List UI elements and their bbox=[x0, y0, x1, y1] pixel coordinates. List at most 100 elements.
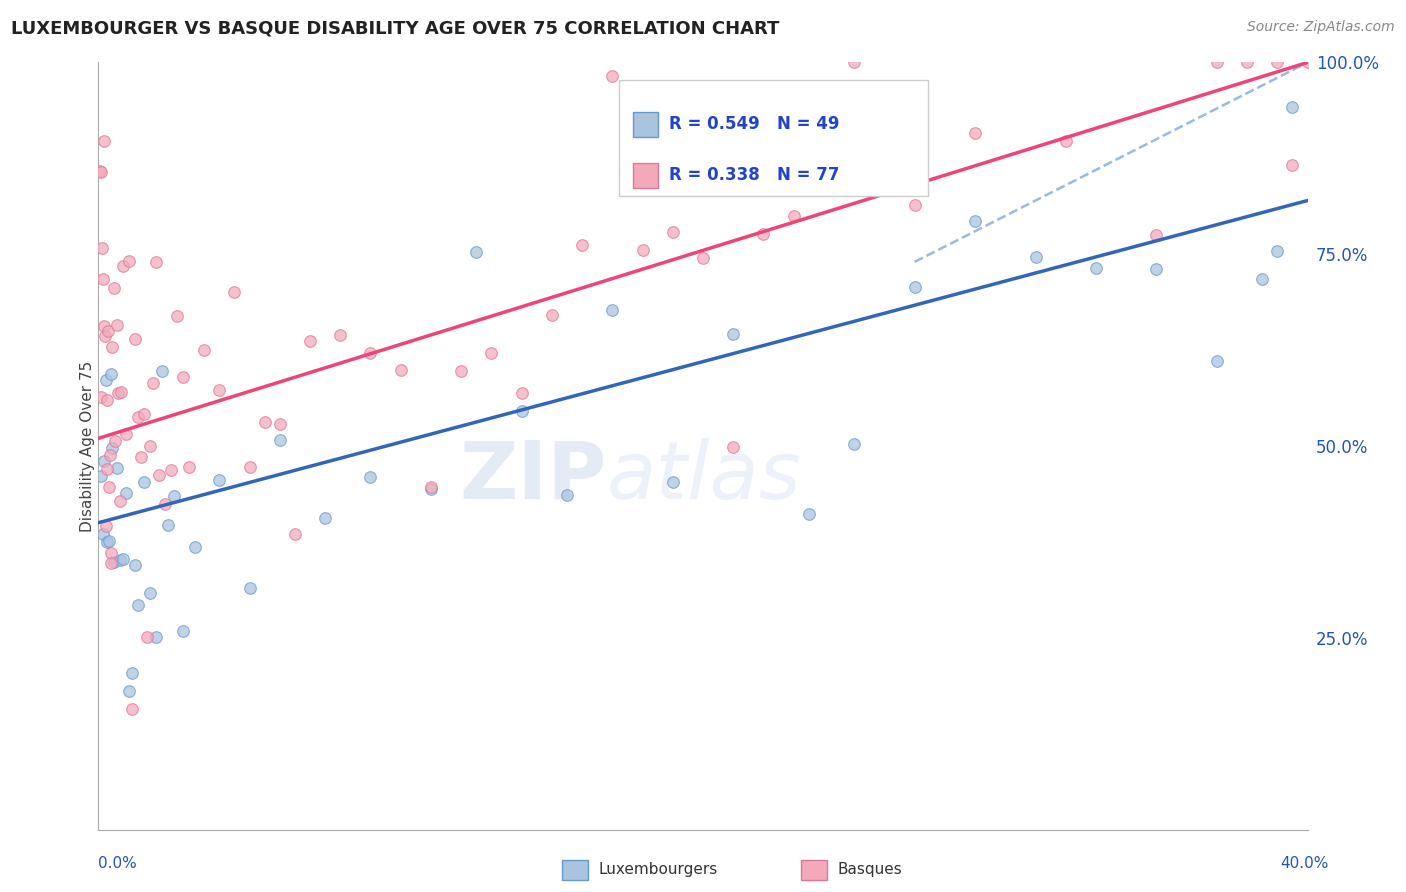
Point bbox=[97, 324, 120, 338]
Point bbox=[100, 367, 122, 381]
Point bbox=[101, 340, 124, 354]
Point bbox=[555, 488, 578, 502]
Point bbox=[118, 253, 141, 268]
Point bbox=[965, 127, 987, 141]
Point bbox=[1281, 100, 1303, 114]
Point bbox=[156, 518, 179, 533]
Point bbox=[107, 386, 129, 401]
Point bbox=[91, 241, 114, 255]
Point bbox=[510, 404, 533, 418]
Point bbox=[127, 409, 149, 424]
Point bbox=[93, 454, 115, 468]
Point bbox=[389, 362, 412, 376]
Point bbox=[904, 198, 927, 212]
Text: Basques: Basques bbox=[838, 863, 903, 877]
Point bbox=[94, 329, 117, 343]
Point bbox=[1267, 55, 1289, 70]
Point bbox=[93, 134, 115, 148]
Point bbox=[91, 527, 114, 541]
Text: ZIP: ZIP bbox=[458, 438, 606, 516]
Point bbox=[104, 434, 127, 448]
Point bbox=[1312, 202, 1334, 216]
Point bbox=[98, 534, 121, 549]
Y-axis label: Disability Age Over 75: Disability Age Over 75 bbox=[80, 360, 94, 532]
Point bbox=[510, 386, 533, 401]
Text: R = 0.549   N = 49: R = 0.549 N = 49 bbox=[669, 115, 839, 133]
Point bbox=[96, 534, 118, 549]
Point bbox=[723, 327, 745, 342]
Text: R = 0.338   N = 77: R = 0.338 N = 77 bbox=[669, 167, 839, 185]
Point bbox=[98, 479, 121, 493]
Point bbox=[111, 259, 134, 273]
Point bbox=[124, 558, 146, 572]
Point bbox=[100, 546, 122, 560]
Point bbox=[752, 227, 775, 242]
Point bbox=[124, 332, 146, 346]
Point bbox=[450, 364, 472, 378]
Point bbox=[108, 494, 131, 508]
Point bbox=[135, 630, 157, 644]
Point bbox=[160, 463, 183, 477]
Point bbox=[797, 507, 820, 521]
Point bbox=[139, 585, 162, 599]
Point bbox=[114, 486, 136, 500]
Point bbox=[465, 244, 488, 259]
Point bbox=[105, 318, 128, 332]
Point bbox=[329, 328, 352, 343]
Point bbox=[602, 303, 624, 318]
Point bbox=[420, 480, 443, 494]
Point bbox=[253, 415, 276, 429]
Point bbox=[1054, 134, 1077, 148]
Point bbox=[269, 433, 291, 447]
Point bbox=[481, 346, 503, 360]
Point bbox=[96, 462, 118, 476]
Point bbox=[844, 55, 866, 70]
Point bbox=[179, 460, 201, 475]
Point bbox=[91, 272, 114, 286]
Point bbox=[723, 440, 745, 454]
Point bbox=[118, 683, 141, 698]
Point bbox=[239, 582, 262, 596]
Point bbox=[132, 408, 155, 422]
Point bbox=[1085, 260, 1108, 275]
Text: LUXEMBOURGER VS BASQUE DISABILITY AGE OVER 75 CORRELATION CHART: LUXEMBOURGER VS BASQUE DISABILITY AGE OV… bbox=[11, 20, 779, 37]
Point bbox=[844, 436, 866, 450]
Point bbox=[284, 527, 307, 541]
Point bbox=[114, 426, 136, 441]
Point bbox=[1267, 244, 1289, 258]
Point bbox=[904, 280, 927, 294]
Text: Luxembourgers: Luxembourgers bbox=[599, 863, 718, 877]
Point bbox=[661, 225, 683, 239]
Point bbox=[239, 459, 262, 474]
Point bbox=[103, 281, 125, 295]
Point bbox=[208, 384, 231, 398]
Point bbox=[90, 390, 112, 404]
Text: 0.0%: 0.0% bbox=[98, 856, 138, 871]
Point bbox=[108, 553, 131, 567]
Point bbox=[100, 556, 122, 570]
Point bbox=[90, 469, 112, 483]
Point bbox=[121, 702, 143, 716]
Point bbox=[127, 599, 149, 613]
Point bbox=[602, 69, 624, 83]
Text: 40.0%: 40.0% bbox=[1281, 856, 1329, 871]
Point bbox=[90, 165, 112, 179]
Point bbox=[299, 334, 322, 348]
Point bbox=[166, 309, 188, 323]
Point bbox=[1236, 55, 1258, 70]
Point bbox=[661, 475, 683, 489]
Point bbox=[571, 237, 593, 252]
Point bbox=[145, 254, 167, 268]
Point bbox=[184, 540, 207, 554]
Point bbox=[101, 442, 124, 456]
Point bbox=[153, 498, 176, 512]
Point bbox=[163, 489, 186, 503]
Point bbox=[783, 209, 806, 223]
Point bbox=[105, 461, 128, 475]
Point bbox=[420, 483, 443, 497]
Point bbox=[148, 468, 170, 483]
Point bbox=[631, 244, 654, 258]
Point bbox=[1327, 55, 1350, 70]
Point bbox=[360, 346, 382, 360]
Point bbox=[93, 318, 115, 333]
